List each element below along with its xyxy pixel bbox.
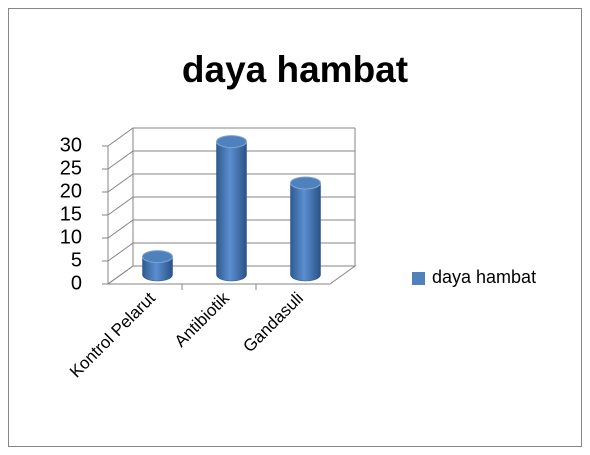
grid-line <box>107 196 355 216</box>
y-tick-label: 15 <box>60 203 82 225</box>
bar-top <box>290 176 321 190</box>
y-tick-label: 30 <box>60 134 82 156</box>
bar-top <box>142 250 173 264</box>
chart-title: daya hambat <box>182 49 408 90</box>
y-tick-label: 25 <box>60 157 82 179</box>
grid-line <box>107 265 355 285</box>
grid-line <box>107 150 355 170</box>
y-tick-label: 10 <box>60 226 82 248</box>
bar-top <box>216 135 247 149</box>
bar <box>216 141 247 282</box>
legend-label: daya hambat <box>432 267 536 287</box>
grid-line <box>107 127 355 147</box>
y-tick-label: 0 <box>71 272 82 294</box>
grid-line <box>107 242 355 262</box>
grid-line <box>107 173 355 193</box>
y-tick-label: 5 <box>71 249 82 271</box>
y-tick-label: 20 <box>60 180 82 202</box>
bar <box>142 256 173 282</box>
legend-swatch <box>412 272 425 285</box>
grid-line <box>107 219 355 239</box>
bar <box>290 182 321 282</box>
